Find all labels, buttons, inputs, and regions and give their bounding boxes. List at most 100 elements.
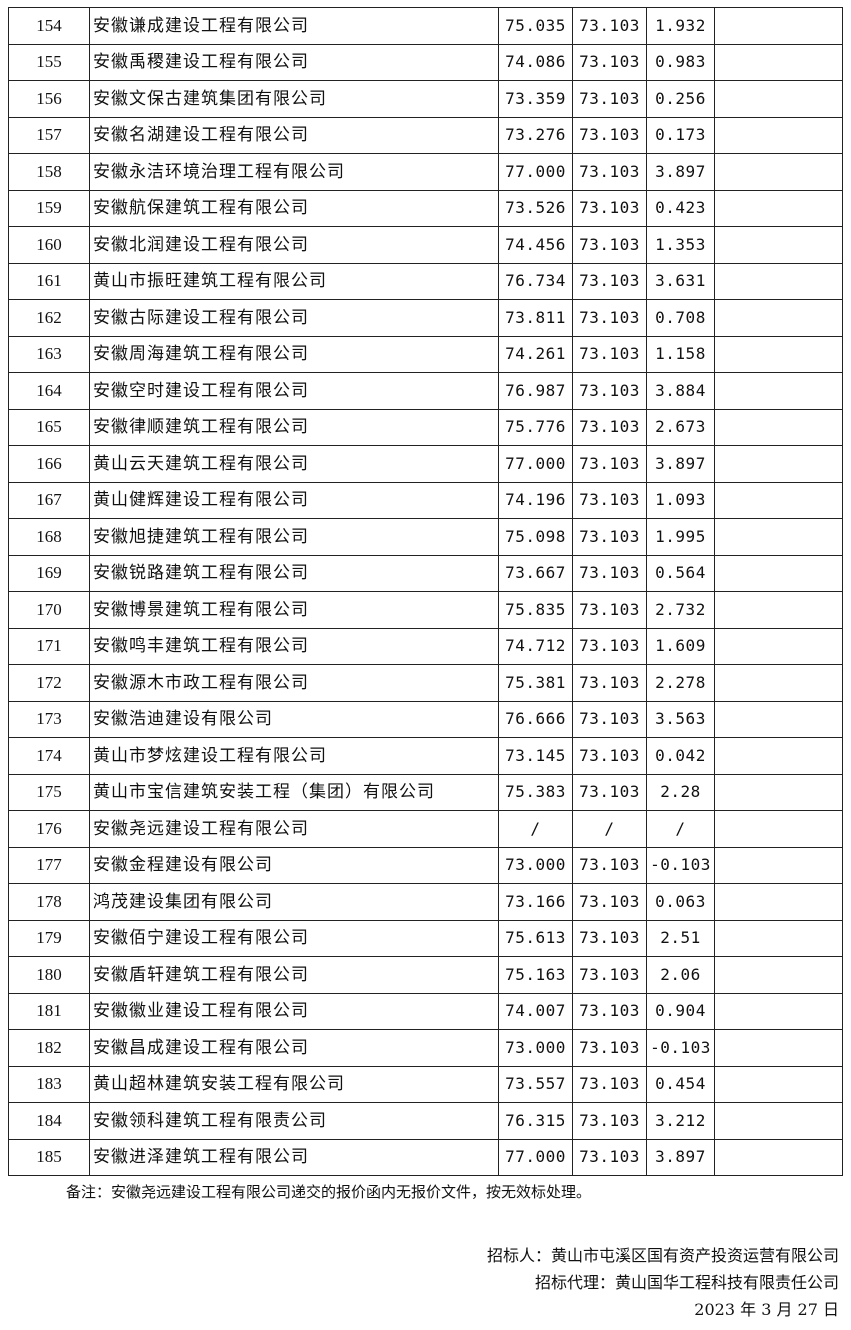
deviation: 2.51 <box>646 919 715 957</box>
row-number: 185 <box>8 1138 90 1176</box>
table-row: 156 安徽文保古建筑集团有限公司 73.359 73.103 0.256 <box>8 80 843 118</box>
benchmark-score: 73.103 <box>572 846 647 884</box>
row-number: 182 <box>8 1029 90 1067</box>
deviation: 3.563 <box>646 700 715 738</box>
benchmark-score: 73.103 <box>572 299 647 337</box>
deviation: 1.158 <box>646 335 715 373</box>
benchmark-score: 73.103 <box>572 992 647 1030</box>
row-number: 156 <box>8 80 90 118</box>
tender-agent: 招标代理：黄山国华工程科技有限责任公司 <box>534 1273 839 1292</box>
remarks-cell <box>714 518 843 556</box>
row-number: 169 <box>8 554 90 592</box>
company-name: 安徽博景建筑工程有限公司 <box>89 591 499 629</box>
row-number: 159 <box>8 189 90 227</box>
row-number: 162 <box>8 299 90 337</box>
company-name: 安徽航保建筑工程有限公司 <box>89 189 499 227</box>
table-row: 167 黄山健辉建设工程有限公司 74.196 73.103 1.093 <box>8 481 843 519</box>
deviation: 3.884 <box>646 372 715 410</box>
deviation: 1.609 <box>646 627 715 665</box>
row-number: 178 <box>8 883 90 921</box>
row-number: 165 <box>8 408 90 446</box>
bid-score: 74.456 <box>498 226 573 264</box>
table-row: 172 安徽源木市政工程有限公司 75.381 73.103 2.278 <box>8 664 843 702</box>
company-name: 安徽周海建筑工程有限公司 <box>89 335 499 373</box>
company-name: 安徽谦成建设工程有限公司 <box>89 7 499 45</box>
deviation: 0.063 <box>646 883 715 921</box>
row-number: 163 <box>8 335 90 373</box>
row-number: 157 <box>8 116 90 154</box>
bid-score: 74.196 <box>498 481 573 519</box>
benchmark-score: 73.103 <box>572 773 647 811</box>
remarks-cell <box>714 116 843 154</box>
table-row: 174 黄山市梦炫建设工程有限公司 73.145 73.103 0.042 <box>8 737 843 775</box>
row-number: 166 <box>8 445 90 483</box>
deviation: 0.256 <box>646 80 715 118</box>
table-row: 165 安徽律顺建筑工程有限公司 75.776 73.103 2.673 <box>8 408 843 446</box>
company-name: 黄山云天建筑工程有限公司 <box>89 445 499 483</box>
benchmark-score: 73.103 <box>572 43 647 81</box>
company-name: 安徽北润建设工程有限公司 <box>89 226 499 264</box>
remark-note: 备注：安徽尧远建设工程有限公司递交的报价函内无报价文件，按无效标处理。 <box>66 1183 592 1201</box>
bid-score: 73.000 <box>498 846 573 884</box>
company-name: 安徽浩迪建设有限公司 <box>89 700 499 738</box>
remarks-cell <box>714 189 843 227</box>
bid-score: 73.811 <box>498 299 573 337</box>
deviation: 0.983 <box>646 43 715 81</box>
benchmark-score: 73.103 <box>572 189 647 227</box>
row-number: 176 <box>8 810 90 848</box>
company-name: 安徽鸣丰建筑工程有限公司 <box>89 627 499 665</box>
bid-score: 74.007 <box>498 992 573 1030</box>
row-number: 177 <box>8 846 90 884</box>
remarks-cell <box>714 664 843 702</box>
benchmark-score: 73.103 <box>572 7 647 45</box>
deviation: 3.897 <box>646 1138 715 1176</box>
benchmark-score: 73.103 <box>572 956 647 994</box>
remarks-cell <box>714 554 843 592</box>
company-name: 黄山市振旺建筑工程有限公司 <box>89 262 499 300</box>
row-number: 172 <box>8 664 90 702</box>
table-row: 162 安徽古际建设工程有限公司 73.811 73.103 0.708 <box>8 299 843 337</box>
deviation: 1.353 <box>646 226 715 264</box>
row-number: 184 <box>8 1102 90 1140</box>
bid-score: 73.145 <box>498 737 573 775</box>
benchmark-score: 73.103 <box>572 1029 647 1067</box>
table-row: 160 安徽北润建设工程有限公司 74.456 73.103 1.353 <box>8 226 843 264</box>
deviation: 1.932 <box>646 7 715 45</box>
remarks-cell <box>714 262 843 300</box>
remarks-cell <box>714 80 843 118</box>
tenderer: 招标人：黄山市屯溪区国有资产投资运营有限公司 <box>486 1246 839 1265</box>
remarks-cell <box>714 846 843 884</box>
remarks-cell <box>714 773 843 811</box>
remarks-cell <box>714 299 843 337</box>
table-row: 177 安徽金程建设有限公司 73.000 73.103 -0.103 <box>8 846 843 884</box>
bid-score: 75.613 <box>498 919 573 957</box>
row-number: 181 <box>8 992 90 1030</box>
benchmark-score: 73.103 <box>572 627 647 665</box>
bid-score: 76.315 <box>498 1102 573 1140</box>
company-name: 安徽徽业建设工程有限公司 <box>89 992 499 1030</box>
company-name: 安徽昌成建设工程有限公司 <box>89 1029 499 1067</box>
benchmark-score: 73.103 <box>572 1065 647 1103</box>
table-row: 178 鸿茂建设集团有限公司 73.166 73.103 0.063 <box>8 883 843 921</box>
benchmark-score: 73.103 <box>572 591 647 629</box>
row-number: 170 <box>8 591 90 629</box>
row-number: 161 <box>8 262 90 300</box>
remarks-cell <box>714 700 843 738</box>
table-row: 182 安徽昌成建设工程有限公司 73.000 73.103 -0.103 <box>8 1029 843 1067</box>
row-number: 167 <box>8 481 90 519</box>
benchmark-score: 73.103 <box>572 664 647 702</box>
company-name: 安徽领科建筑工程有限责公司 <box>89 1102 499 1140</box>
table-row: 179 安徽佰宁建设工程有限公司 75.613 73.103 2.51 <box>8 919 843 957</box>
bid-score: 75.776 <box>498 408 573 446</box>
benchmark-score: 73.103 <box>572 116 647 154</box>
remarks-cell <box>714 335 843 373</box>
deviation: 3.897 <box>646 445 715 483</box>
bid-score: 77.000 <box>498 445 573 483</box>
row-number: 174 <box>8 737 90 775</box>
table-row: 184 安徽领科建筑工程有限责公司 76.315 73.103 3.212 <box>8 1102 843 1140</box>
table-row: 159 安徽航保建筑工程有限公司 73.526 73.103 0.423 <box>8 189 843 227</box>
benchmark-score: 73.103 <box>572 737 647 775</box>
company-name: 安徽律顺建筑工程有限公司 <box>89 408 499 446</box>
benchmark-score: 73.103 <box>572 262 647 300</box>
